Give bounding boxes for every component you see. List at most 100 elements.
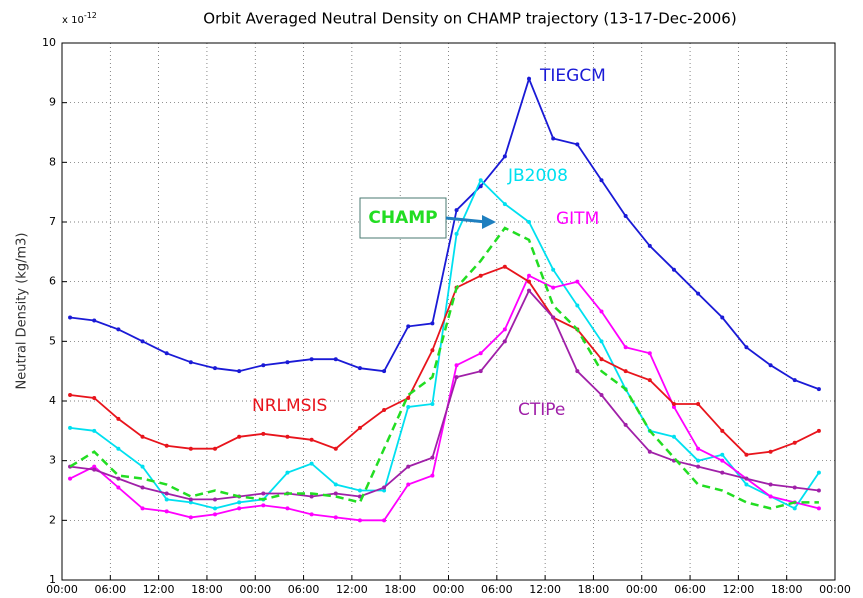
point (357, 366, 362, 371)
point (575, 369, 580, 374)
point (647, 351, 652, 356)
point (406, 396, 411, 401)
series-label: CTIPe (518, 400, 565, 420)
x-tick-label: 00:00 (626, 583, 658, 596)
point (92, 467, 97, 472)
point (164, 443, 169, 448)
point (454, 375, 459, 380)
point (551, 285, 556, 290)
point (527, 273, 532, 278)
point (720, 458, 725, 463)
point (478, 369, 483, 374)
point (720, 315, 725, 320)
point (212, 497, 217, 502)
point (816, 470, 821, 475)
x-tick-label: 06:00 (481, 583, 513, 596)
point (116, 416, 121, 421)
x-tick-label: 06:00 (288, 583, 320, 596)
series-label: JB2008 (507, 166, 568, 186)
point (696, 401, 701, 406)
point (188, 360, 193, 365)
point (285, 470, 290, 475)
series-label: GITM (556, 209, 599, 229)
point (502, 264, 507, 269)
series-line (69, 76, 820, 390)
point (188, 446, 193, 451)
point (237, 500, 242, 505)
point (382, 407, 387, 412)
point (309, 437, 314, 442)
point (744, 482, 749, 487)
series-line (69, 226, 819, 510)
x-tick-label: 12:00 (143, 583, 175, 596)
point (406, 482, 411, 487)
point (309, 461, 314, 466)
point (792, 440, 797, 445)
point (768, 482, 773, 487)
arrow-head (482, 215, 496, 229)
point (623, 422, 628, 427)
point (430, 321, 435, 326)
point (696, 464, 701, 469)
point (430, 401, 435, 406)
point (116, 327, 121, 332)
point (188, 515, 193, 520)
y-tick-label: 6 (49, 275, 56, 288)
x-tick-label: 12:00 (336, 583, 368, 596)
x-tick-label: 06:00 (674, 583, 706, 596)
point (647, 378, 652, 383)
point (647, 449, 652, 454)
point (212, 366, 217, 371)
point (527, 279, 532, 284)
arrow (445, 216, 487, 224)
point (768, 494, 773, 499)
point (696, 291, 701, 296)
point (188, 500, 193, 505)
point (68, 393, 73, 398)
point (792, 485, 797, 490)
exponent-base: x 10 (62, 15, 84, 26)
point (816, 488, 821, 493)
point (92, 318, 97, 323)
point (816, 428, 821, 433)
point (140, 339, 145, 344)
point (68, 425, 73, 430)
point (164, 491, 169, 496)
point (285, 506, 290, 511)
point (502, 202, 507, 207)
point (382, 369, 387, 374)
point (744, 452, 749, 457)
point (430, 348, 435, 353)
series-label: NRLMSIS (252, 396, 327, 416)
point (816, 387, 821, 392)
point (527, 76, 532, 81)
point (309, 357, 314, 362)
point (478, 351, 483, 356)
point (261, 431, 266, 436)
point (140, 506, 145, 511)
x-tick-label: 00:00 (819, 583, 851, 596)
point (285, 360, 290, 365)
point (551, 315, 556, 320)
point (599, 309, 604, 314)
point (623, 369, 628, 374)
point (430, 455, 435, 460)
y-tick-label: 4 (49, 394, 56, 407)
point (768, 363, 773, 368)
point (768, 449, 773, 454)
point (309, 494, 314, 499)
point (623, 214, 628, 219)
point (212, 446, 217, 451)
point (502, 154, 507, 159)
point (140, 485, 145, 490)
y-tick-label: 10 (42, 36, 56, 49)
x-tick-label: 18:00 (384, 583, 416, 596)
plot-frame (61, 42, 836, 581)
point (478, 273, 483, 278)
point (551, 267, 556, 272)
x-tick-label: 00:00 (433, 583, 465, 596)
point (140, 464, 145, 469)
point (792, 506, 797, 511)
point (502, 327, 507, 332)
